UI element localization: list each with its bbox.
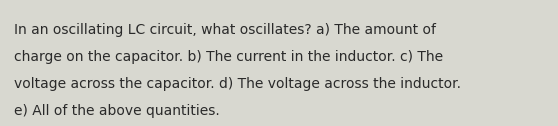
Text: charge on the capacitor. b) The current in the inductor. c) The: charge on the capacitor. b) The current … xyxy=(14,50,443,64)
Text: In an oscillating LC circuit, what oscillates? a) The amount of: In an oscillating LC circuit, what oscil… xyxy=(14,23,436,37)
Text: e) All of the above quantities.: e) All of the above quantities. xyxy=(14,104,220,118)
Text: voltage across the capacitor. d) The voltage across the inductor.: voltage across the capacitor. d) The vol… xyxy=(14,77,461,91)
